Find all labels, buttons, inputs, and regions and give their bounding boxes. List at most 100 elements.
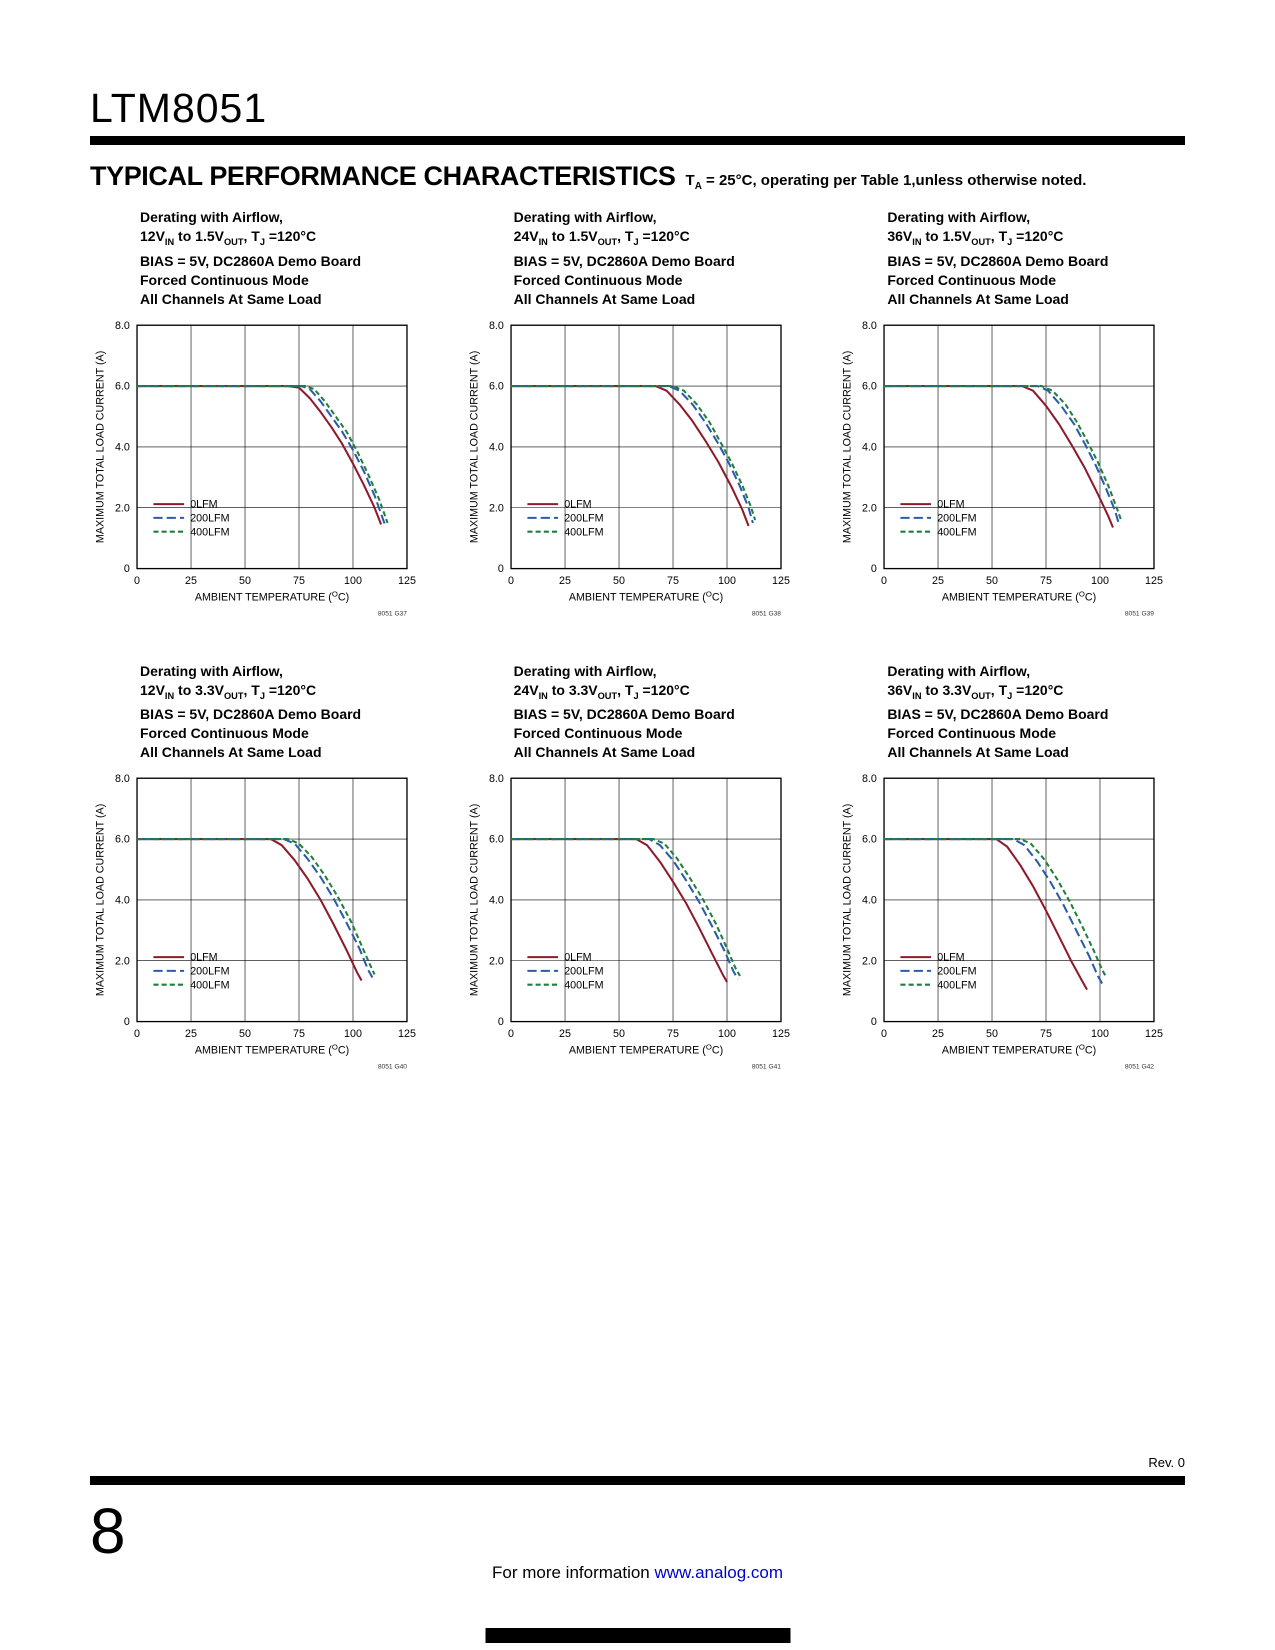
legend-label: 400LFM <box>190 980 229 992</box>
chart-title-line: All Channels At Same Load <box>887 744 1069 761</box>
y-tick-label: 6.0 <box>115 834 130 846</box>
legend: 0LFM 200LFM 400LFM <box>153 952 230 992</box>
y-axis-label: MAXIMUM TOTAL LOAD CURRENT (A) <box>842 351 854 543</box>
chart-title-line: All Channels At Same Load <box>513 744 696 761</box>
x-tick-label: 75 <box>667 575 679 587</box>
x-tick-label: 25 <box>932 575 944 587</box>
curve-200lfm <box>510 838 739 980</box>
x-tick-label: 125 <box>1145 1028 1163 1040</box>
page-number: 8 <box>90 1495 126 1567</box>
y-tick-label: 4.0 <box>489 895 504 907</box>
section-note: TA = 25°C, operating per Table 1,unless … <box>685 172 1087 192</box>
chart-block: Derating with Airflow, 12VIN to 3.3VOUT, … <box>90 662 438 1076</box>
x-tick-label: 25 <box>559 575 571 587</box>
x-tick-label: 0 <box>508 1028 514 1040</box>
chart-block: Derating with Airflow, 36VIN to 3.3VOUT, … <box>837 662 1185 1076</box>
y-axis-label: MAXIMUM TOTAL LOAD CURRENT (A) <box>94 804 106 996</box>
x-tick-label: 100 <box>344 575 362 587</box>
chart-block: Derating with Airflow, 12VIN to 1.5VOUT, … <box>90 208 438 622</box>
legend-label: 400LFM <box>190 526 229 538</box>
curve-200lfm <box>137 838 374 979</box>
curve-0lfm <box>510 384 750 527</box>
plot-border <box>510 324 782 570</box>
part-number: LTM8051 <box>90 85 268 131</box>
y-tick-label: 4.0 <box>115 895 130 907</box>
curve-400lfm <box>510 838 741 977</box>
legend: 0LFM 200LFM 400LFM <box>900 498 977 538</box>
plot-gridlines <box>884 325 1155 569</box>
curve-0lfm <box>137 838 363 982</box>
footer-link[interactable]: www.analog.com <box>654 1563 783 1582</box>
y-tick-label: 0 <box>871 1017 877 1029</box>
footer-info: For more information www.analog.com <box>90 1563 1185 1583</box>
y-tick-label: 6.0 <box>115 380 130 392</box>
chart-title-line: Forced Continuous Mode <box>513 725 683 742</box>
chart-title-line: Forced Continuous Mode <box>140 271 309 288</box>
plot-gridlines <box>137 325 407 569</box>
chart-title-line: BIAS = 5V, DC2860A Demo Board <box>887 706 1109 723</box>
legend: 0LFM 200LFM 400LFM <box>527 952 603 992</box>
y-tick-label: 8.0 <box>862 773 877 785</box>
page-header: LTM8051 TYPICAL PERFORMANCE CHARACTERIST… <box>90 86 1185 192</box>
graph-id: 8051 G42 <box>1125 1064 1154 1071</box>
x-tick-label: 0 <box>881 575 887 587</box>
legend: 0LFM 200LFM 400LFM <box>527 498 603 538</box>
chart-title-line: 24VIN to 3.3VOUT, TJ =120°C <box>513 681 690 701</box>
graph-id: 8051 G41 <box>752 1064 781 1071</box>
x-tick-label: 0 <box>881 1028 887 1040</box>
x-tick-label: 75 <box>293 1028 305 1040</box>
y-tick-label: 6.0 <box>489 834 504 846</box>
curve-200lfm <box>884 384 1121 527</box>
y-tick-label: 0 <box>498 1017 504 1029</box>
y-tick-label: 4.0 <box>115 441 130 453</box>
x-axis-label: AMBIENT TEMPERATURE (OC) <box>569 590 723 604</box>
x-tick-label: 25 <box>932 1028 944 1040</box>
chart-title-line: 36VIN to 1.5VOUT, TJ =120°C <box>887 228 1064 247</box>
bottom-bar <box>485 1628 790 1643</box>
y-tick-label: 0 <box>871 563 877 575</box>
footer-row: 8 For more information www.analog.com <box>90 1485 1185 1643</box>
legend-label: 200LFM <box>938 512 977 524</box>
chart-block: Derating with Airflow, 24VIN to 3.3VOUT, … <box>464 662 812 1076</box>
x-tick-label: 125 <box>398 1028 416 1040</box>
curve-200lfm <box>137 384 387 527</box>
x-tick-label: 75 <box>293 575 305 587</box>
plot-border <box>136 777 408 1023</box>
x-tick-label: 125 <box>398 575 416 587</box>
x-tick-label: 50 <box>986 575 998 587</box>
charts-grid: Derating with Airflow, 12VIN to 1.5VOUT, … <box>90 208 1185 1075</box>
y-tick-label: 4.0 <box>862 895 877 907</box>
plot-border <box>136 324 408 570</box>
y-tick-label: 4.0 <box>862 441 877 453</box>
header-rule <box>90 136 1185 145</box>
y-tick-label: 2.0 <box>115 956 130 968</box>
x-tick-label: 75 <box>1040 575 1052 587</box>
y-tick-label: 8.0 <box>489 773 504 785</box>
chart-title-line: Derating with Airflow, <box>140 662 283 679</box>
chart-title-line: Forced Continuous Mode <box>887 271 1057 288</box>
legend-label: 400LFM <box>564 526 603 538</box>
x-axis-label: AMBIENT TEMPERATURE (OC) <box>195 1043 349 1057</box>
legend-label: 400LFM <box>564 980 603 992</box>
x-tick-label: 75 <box>1040 1028 1052 1040</box>
legend-label: 200LFM <box>564 966 603 978</box>
chart-title: Derating with Airflow, 24VIN to 1.5VOUT, … <box>514 208 812 309</box>
x-tick-label: 125 <box>772 1028 790 1040</box>
x-tick-label: 125 <box>1145 575 1163 587</box>
chart-title: Derating with Airflow, 12VIN to 1.5VOUT, … <box>140 208 438 309</box>
y-axis-label: MAXIMUM TOTAL LOAD CURRENT (A) <box>468 351 480 543</box>
chart-title-line: 36VIN to 3.3VOUT, TJ =120°C <box>887 681 1064 701</box>
legend-label: 0LFM <box>190 952 217 964</box>
x-axis-label: AMBIENT TEMPERATURE (OC) <box>942 1043 1096 1057</box>
chart-block: Derating with Airflow, 36VIN to 1.5VOUT, … <box>837 208 1185 622</box>
chart-title: Derating with Airflow, 24VIN to 3.3VOUT, … <box>514 662 812 763</box>
chart-title-line: Derating with Airflow, <box>513 662 657 679</box>
y-tick-label: 2.0 <box>862 956 877 968</box>
y-tick-label: 8.0 <box>489 320 504 332</box>
graph-id: 8051 G40 <box>378 1064 407 1071</box>
y-tick-label: 8.0 <box>115 320 130 332</box>
x-tick-label: 100 <box>1091 1028 1109 1040</box>
y-tick-label: 6.0 <box>862 380 877 392</box>
legend-label: 0LFM <box>190 498 217 510</box>
y-tick-label: 2.0 <box>862 502 877 514</box>
